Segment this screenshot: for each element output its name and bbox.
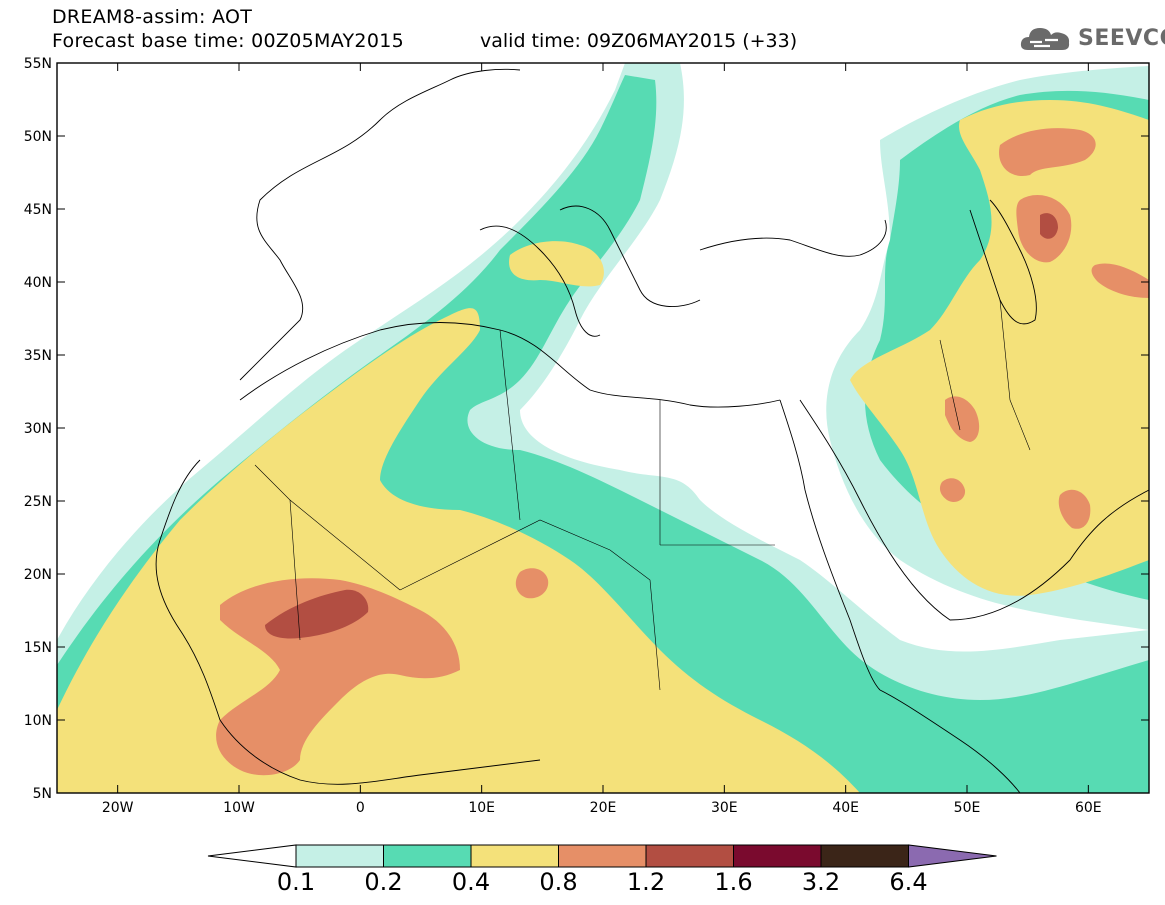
lat-label: 35N xyxy=(24,348,52,364)
lon-label: 0 xyxy=(356,800,365,816)
map-title: DREAM8-assim: AOT xyxy=(52,6,253,28)
lon-label: 40E xyxy=(832,800,859,816)
aot-contour-0.8-oman xyxy=(1058,489,1091,529)
lat-label: 45N xyxy=(24,202,52,218)
colorbar-label: 0.8 xyxy=(539,868,578,896)
coast-west-africa xyxy=(155,459,541,785)
aot-contour-0.4-east xyxy=(850,100,1149,596)
lat-label: 10N xyxy=(24,713,52,729)
colorbar-label: 0.4 xyxy=(451,868,491,896)
aot-contour-0.8-caspian xyxy=(999,128,1096,176)
lon-label: 10W xyxy=(223,800,255,816)
colorbar-segment xyxy=(470,844,559,868)
colorbar-segment xyxy=(820,844,909,868)
colorbar-segment xyxy=(383,844,472,868)
coast-north-africa xyxy=(239,322,781,408)
lon-label: 60E xyxy=(1075,800,1102,816)
coast-italy xyxy=(479,225,601,337)
coast-east-africa xyxy=(879,689,1021,793)
lat-label: 55N xyxy=(24,56,52,72)
colorbar-segment xyxy=(295,844,384,868)
lat-label: 15N xyxy=(24,640,52,656)
colorbar-label: 0.1 xyxy=(276,868,316,896)
axis-labels: 20W 10W 0 10E 20E 30E 40E 50E 60E 55N 50N 45N 40N 35N… xyxy=(24,56,1102,816)
lat-label: 20N xyxy=(24,567,52,583)
lat-label: 25N xyxy=(24,494,52,510)
lon-label: 10E xyxy=(468,800,495,816)
aot-contour-0.8-iraq xyxy=(945,396,980,442)
seevccc-logo: SEEVCCC xyxy=(1018,22,1165,58)
colorbar-label: 6.4 xyxy=(889,868,928,896)
aot-contour-0.4-adriatic xyxy=(509,241,604,287)
aot-contour-1.2-central-asia xyxy=(1040,213,1058,239)
lat-label: 40N xyxy=(24,275,52,291)
aot-contour-1.2-sahel xyxy=(265,589,369,639)
coast-europe xyxy=(239,68,521,381)
coastlines-borders xyxy=(155,68,1149,793)
colorbar-label: 1.6 xyxy=(714,868,753,896)
colorbar-label: 3.2 xyxy=(801,868,841,896)
coast-arabia xyxy=(799,399,1149,621)
coast-red-sea xyxy=(779,399,881,691)
colorbar-segment xyxy=(733,844,822,868)
coast-caspian xyxy=(969,199,1037,325)
axis-ticks xyxy=(57,62,1149,794)
lon-label: 30E xyxy=(711,800,738,816)
aot-contour-0.4-west xyxy=(57,308,860,793)
lat-label: 5N xyxy=(33,786,52,802)
colorbar-high-arrow xyxy=(908,844,997,868)
colorbar-label: 0.2 xyxy=(364,868,403,896)
lon-label: 50E xyxy=(954,800,981,816)
logo-text: SEEVCCC xyxy=(1078,26,1165,51)
aot-contour-0.8-aral xyxy=(1091,263,1149,298)
coast-black-sea xyxy=(699,219,887,257)
aot-field xyxy=(57,63,1149,793)
colorbar-segment xyxy=(558,844,647,868)
lon-label: 20E xyxy=(590,800,617,816)
aot-contour-0.8-spot xyxy=(515,568,549,599)
cloud-icon xyxy=(1020,28,1070,50)
valid-time: valid time: 09Z06MAY2015 (+33) xyxy=(480,30,798,52)
colorbar-label: 1.2 xyxy=(626,868,666,896)
aot-contour-0.8-gulf xyxy=(939,478,966,502)
colorbar-low-arrow xyxy=(207,844,297,868)
colorbar xyxy=(207,844,997,868)
lat-label: 50N xyxy=(24,129,52,145)
coast-balkans xyxy=(559,205,701,307)
lon-label: 20W xyxy=(102,800,134,816)
lat-label: 30N xyxy=(24,421,52,437)
country-borders xyxy=(254,299,1031,691)
colorbar-segment xyxy=(645,844,734,868)
forecast-base-time: Forecast base time: 00Z05MAY2015 xyxy=(52,30,404,52)
